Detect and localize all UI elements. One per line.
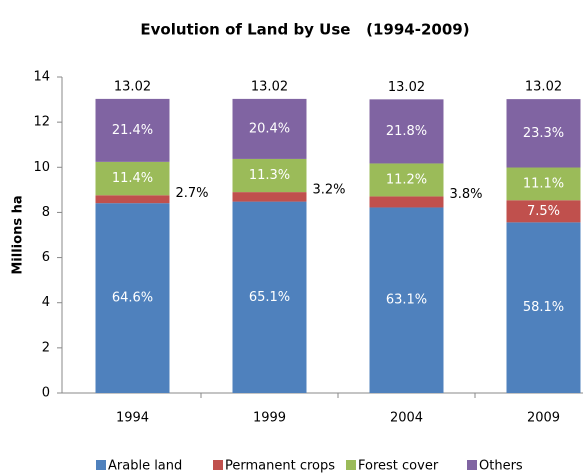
data-label: 3.8% [450,187,483,202]
data-label: 23.3% [523,126,564,141]
y-tick-label: 10 [33,160,50,175]
bar-segment [506,99,581,168]
data-label: 21.4% [112,123,153,138]
legend-swatch [346,460,356,470]
legend-swatch [213,460,223,470]
total-label: 13.02 [114,79,151,94]
bar-segment [232,201,307,393]
bar-segment [232,98,307,159]
total-label: 13.02 [251,79,288,94]
total-label: 13.02 [388,80,425,95]
data-label: 63.1% [386,293,427,308]
bar-segment [369,99,444,164]
legend-label: Others [479,459,523,474]
bar-segment [369,196,444,208]
data-label: 21.8% [386,124,427,139]
bar-segment [95,161,170,196]
data-label: 2.7% [176,186,209,201]
legend-swatch [467,460,477,470]
x-tick-label: 2004 [390,411,423,426]
y-tick-label: 0 [42,386,50,401]
y-tick-label: 2 [42,340,50,355]
bar-segment [506,222,581,393]
bar-segment [506,200,581,223]
legend-swatch [96,460,106,470]
legend-label: Arable land [108,459,182,474]
data-label: 11.4% [112,171,153,186]
bar-segment [232,192,307,202]
y-tick-label: 4 [42,295,50,310]
x-tick-label: 1999 [253,411,286,426]
data-label: 58.1% [523,300,564,315]
x-tick-label: 1994 [116,411,149,426]
bar-segment [95,203,170,393]
data-label: 65.1% [249,290,290,305]
legend-label: Permanent crops [225,459,335,474]
x-tick-label: 2009 [527,411,560,426]
legend-label: Forest cover [358,459,439,474]
y-tick-label: 14 [33,70,50,85]
y-tick-label: 12 [33,115,50,130]
bar-segment [232,158,307,193]
data-label: 11.1% [523,176,564,191]
total-label: 13.02 [525,80,562,95]
data-label: 3.2% [313,183,346,198]
y-axis-label: Millions ha [11,195,26,274]
data-label: 64.6% [112,291,153,306]
y-tick-label: 6 [42,250,50,265]
bar-segment [95,98,170,162]
bar-segment [95,195,170,204]
bar-segment [369,163,444,197]
bar-segment [369,207,444,393]
bar-segment [506,167,581,201]
data-label: 20.4% [249,121,290,136]
data-label: 11.3% [249,168,290,183]
chart-title: Evolution of Land by Use (1994-2009) [140,21,469,39]
data-label: 11.2% [386,172,427,187]
data-label: 7.5% [527,204,560,219]
y-tick-label: 8 [42,205,50,220]
